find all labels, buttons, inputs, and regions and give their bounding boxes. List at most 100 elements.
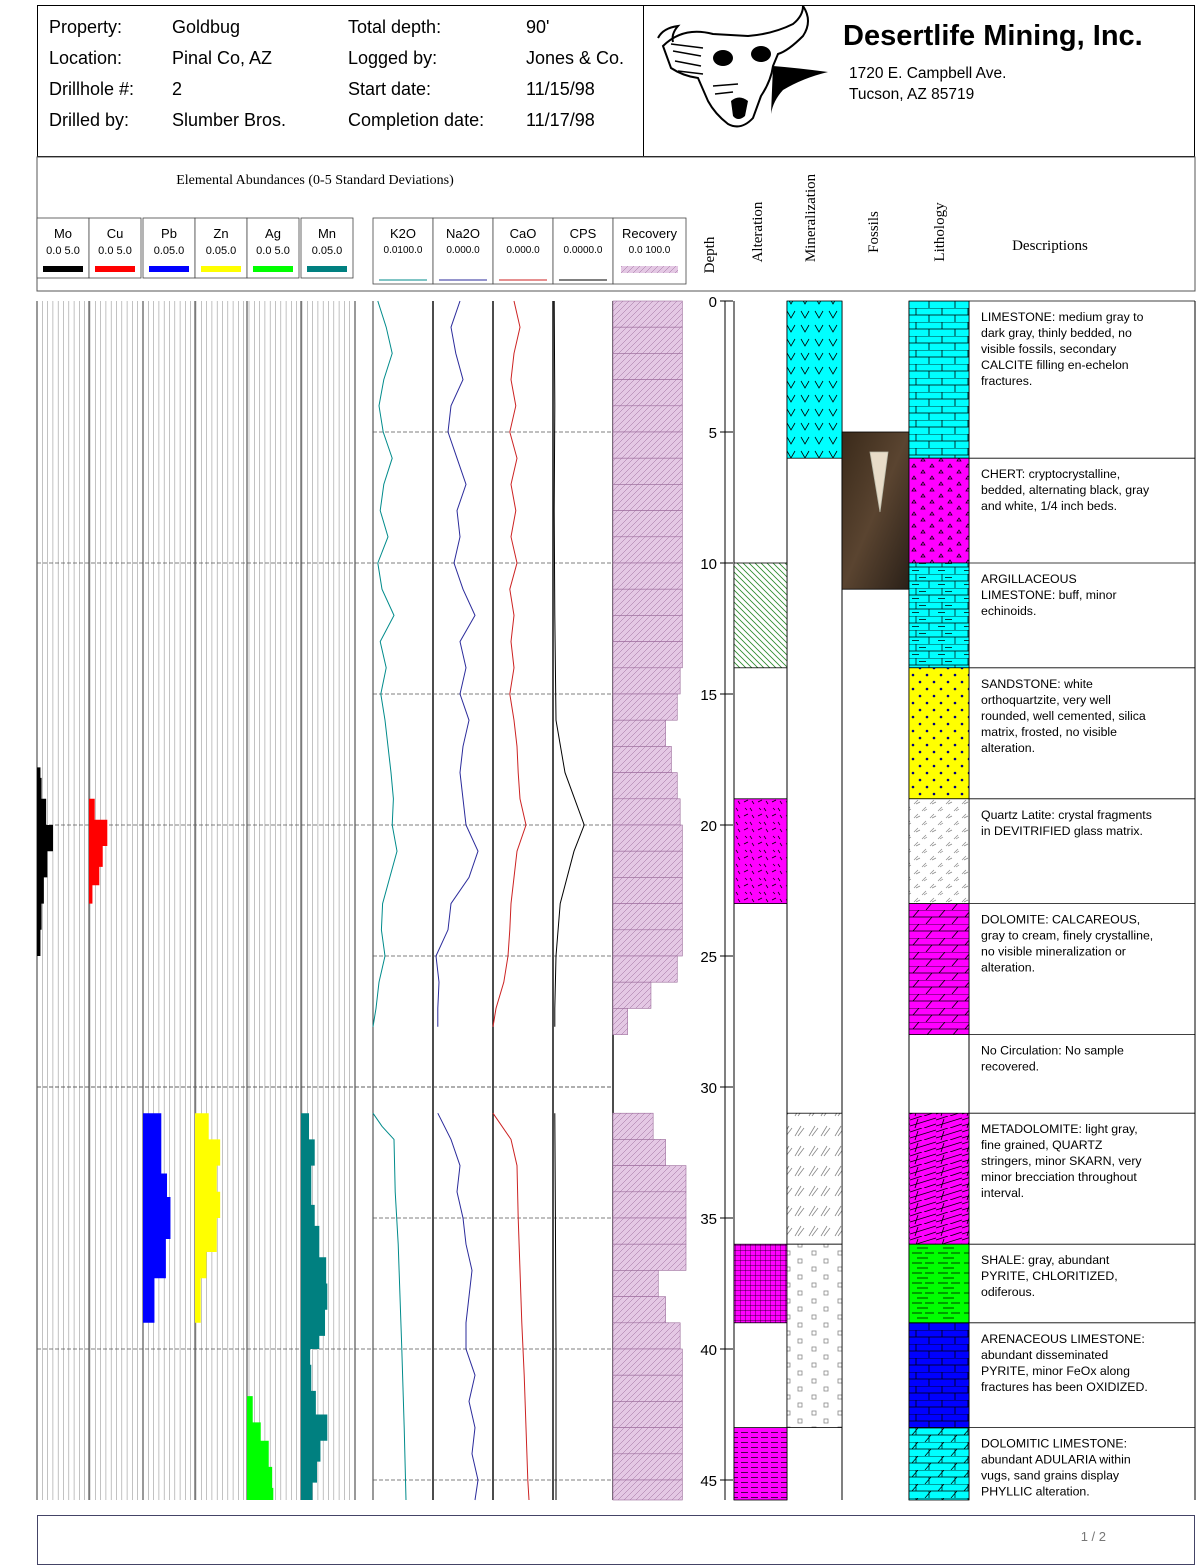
recovery-bar <box>612 981 652 1009</box>
recovery-bar <box>612 1453 683 1481</box>
lithology-interval <box>908 1243 970 1324</box>
recovery-bar <box>612 719 666 747</box>
description-line: LIMESTONE: medium gray to <box>981 310 1144 324</box>
curve-header-cell <box>432 217 494 285</box>
recovery-bar <box>612 300 683 328</box>
page-footer: 1 / 2 <box>37 1515 1195 1565</box>
property-label: Property: <box>49 17 123 37</box>
description-line: echinoids. <box>981 604 1036 618</box>
description-line: PYRITE, CHLORITIZED, <box>981 1269 1118 1283</box>
drillhole-value: 2 <box>172 79 183 99</box>
completion-date-label: Completion date: <box>348 110 485 130</box>
recovery-bar <box>612 1322 681 1350</box>
curve-line <box>553 300 585 1027</box>
drillhole-label: Drillhole #: <box>49 79 135 99</box>
recovery-bar <box>612 667 681 695</box>
description-line: SANDSTONE: white <box>981 677 1093 691</box>
description-line: ARGILLACEOUS <box>981 572 1077 586</box>
curve-line <box>554 1113 557 1500</box>
description-line: dark gray, thinly bedded, no <box>981 326 1132 340</box>
recovery-bar <box>612 588 683 616</box>
description-line: PHYLLIC alteration. <box>981 1485 1090 1499</box>
curve-name-label: Na2O <box>446 226 480 241</box>
total-depth-label: Total depth: <box>348 17 442 37</box>
mineralization-column-label: Mineralization <box>803 173 819 262</box>
depth-tick-label: 35 <box>700 1211 717 1228</box>
recovery-bar <box>612 903 683 931</box>
recovery-bar <box>612 1427 683 1455</box>
start-date-value: 11/15/98 <box>526 79 595 99</box>
element-legend-swatch <box>149 266 189 272</box>
element-range-label: 0.0 5.0 <box>98 245 132 257</box>
description-line: orthoquartzite, very well <box>981 693 1111 707</box>
description-line: fractures. <box>981 374 1032 388</box>
element-abundance-area <box>89 798 108 904</box>
description-line: rounded, well cemented, silica <box>981 709 1146 723</box>
recovery-bar <box>612 824 683 852</box>
recovery-bar <box>612 1479 683 1501</box>
curve-range-label: 0.0000.0 <box>564 245 603 256</box>
descriptions-column-label: Descriptions <box>1012 238 1088 254</box>
description-line: SHALE: gray, abundant <box>981 1253 1110 1267</box>
depth-tick-label: 45 <box>700 1473 717 1490</box>
page-number: 1 / 2 <box>1080 1529 1106 1544</box>
header-divider <box>643 6 644 156</box>
recovery-bar <box>612 641 683 669</box>
description-line: alteration. <box>981 961 1035 975</box>
fossils-column-label: Fossils <box>866 211 882 253</box>
alteration-interval <box>733 1243 788 1324</box>
drilled-by-label: Drilled by: <box>49 110 130 130</box>
element-name-label: Pb <box>161 226 177 241</box>
recovery-bar <box>612 1296 666 1324</box>
recovery-bar <box>612 615 683 642</box>
depth-tick-label: 40 <box>700 1342 717 1359</box>
recovery-bar <box>612 1217 687 1245</box>
element-range-label: 0.05.0 <box>154 245 185 257</box>
recovery-bar <box>612 457 683 485</box>
description-line: fractures has been OXIDIZED. <box>981 1380 1148 1394</box>
recovery-bar <box>612 798 681 826</box>
recovery-bar <box>612 746 672 773</box>
curve-range-label: 0.0100.0 <box>384 245 423 256</box>
curve-line <box>437 1112 479 1501</box>
curve-range-label: 0.000.0 <box>506 245 540 256</box>
recovery-bar <box>612 850 683 878</box>
recovery-bar <box>612 562 683 590</box>
recovery-bar <box>612 536 683 564</box>
recovery-bar <box>612 1270 659 1297</box>
track-marks: 0 5 10 15 20 25 30 35 40 45 LIMESTONE: medium gray… <box>37 294 1153 1501</box>
description-line: No Circulation: No sample <box>981 1044 1124 1058</box>
curve-name-label: CPS <box>570 226 597 241</box>
recovery-bar <box>612 1008 628 1035</box>
mineralization-interval <box>786 300 843 459</box>
element-name-label: Mn <box>318 226 336 241</box>
recovery-name-label: Recovery <box>622 226 677 241</box>
elemental-abundances-title: Elemental Abundances (0-5 Standard Devia… <box>176 173 454 188</box>
recovery-bar <box>612 1191 687 1219</box>
description-line: alteration. <box>981 741 1035 755</box>
curve-line <box>492 1112 530 1501</box>
lithology-interval <box>908 457 970 564</box>
description-line: visible fossils, secondary <box>981 342 1117 356</box>
recovery-bar <box>612 1374 683 1402</box>
description-line: in DEVITRIFIED glass matrix. <box>981 824 1143 838</box>
recovery-range-label: 0.0 100.0 <box>629 245 671 256</box>
description-line: matrix, frosted, no visible <box>981 725 1117 739</box>
lithology-interval <box>908 798 970 904</box>
lithology-interval <box>908 562 970 669</box>
recovery-bar <box>612 877 683 904</box>
description-line: LIMESTONE: buff, minor <box>981 588 1117 602</box>
description-line: stringers, minor SKARN, very <box>981 1154 1142 1168</box>
element-abundance-area <box>247 1396 274 1500</box>
depth-tick-label: 10 <box>700 556 717 573</box>
company-name: Desertlife Mining, Inc. <box>843 20 1143 52</box>
depth-tick-label: 5 <box>709 425 717 442</box>
element-name-label: Ag <box>265 226 281 241</box>
log-header: Property: Location: Drillhole #: Drilled… <box>37 5 1195 157</box>
recovery-bar <box>612 353 683 380</box>
curve-name-label: CaO <box>510 226 537 241</box>
alteration-interval <box>733 1427 788 1501</box>
curve-header-cell <box>492 217 554 285</box>
track-headers: Mo 0.0 5.0 Cu 0.0 5.0 Pb 0.05.0 Zn 0.05.0 Ag 0.0 … <box>36 173 1088 285</box>
recovery-bar <box>612 772 678 800</box>
